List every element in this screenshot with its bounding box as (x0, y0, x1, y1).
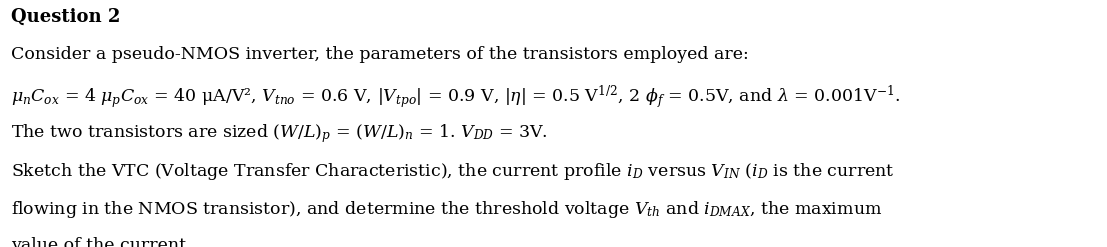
Text: The two transistors are sized $(W/L)_p$ = $(W/L)_n$ = 1. $V_{DD}$ = 3V.: The two transistors are sized $(W/L)_p$ … (11, 122, 548, 145)
Text: Consider a pseudo-NMOS inverter, the parameters of the transistors employed are:: Consider a pseudo-NMOS inverter, the par… (11, 46, 748, 63)
Text: flowing in the NMOS transistor), and determine the threshold voltage $V_{th}$ an: flowing in the NMOS transistor), and det… (11, 199, 882, 220)
Text: Sketch the VTC (Voltage Transfer Characteristic), the current profile $i_D$ vers: Sketch the VTC (Voltage Transfer Charact… (11, 161, 894, 182)
Text: Question 2: Question 2 (11, 7, 121, 25)
Text: $\mu_n C_{ox}$ = 4 $\mu_p C_{ox}$ = 40 μA/V², $V_{tno}$ = 0.6 V, $|V_{tpo}|$ = 0: $\mu_n C_{ox}$ = 4 $\mu_p C_{ox}$ = 40 μ… (11, 84, 900, 111)
Text: value of the current.: value of the current. (11, 237, 192, 247)
